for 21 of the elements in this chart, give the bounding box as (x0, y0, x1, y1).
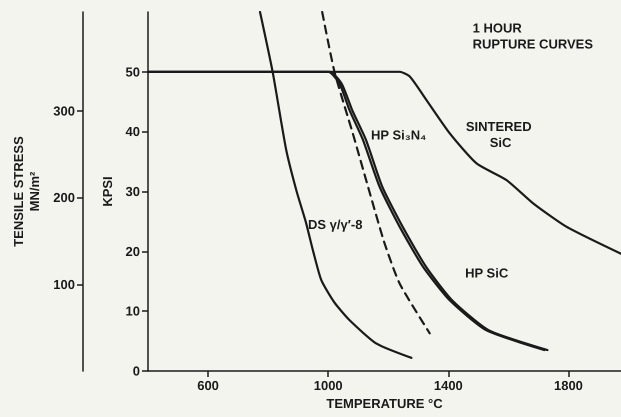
x-tick-label: 1000 (314, 378, 343, 393)
x-tick-label: 1400 (434, 378, 463, 393)
x-tick-label: 600 (197, 378, 219, 393)
y-tick-label: 0 (132, 364, 140, 378)
y-tick-label: 20 (126, 244, 140, 259)
series-label: SINTERED SiC (466, 118, 536, 150)
series-label: HP SiC (465, 265, 509, 280)
series-label: DS γ/γ′-8 (308, 217, 362, 232)
series-label: HP Si₃N₄ (371, 128, 426, 143)
y-tick-label: 40 (126, 124, 140, 140)
y2-tick-label: 200 (53, 190, 75, 206)
y2-tick-label: 300 (53, 103, 75, 118)
x-tick-label: 1800 (554, 378, 583, 393)
y-tick-label: 30 (126, 184, 140, 199)
y-tick-label: 50 (126, 64, 140, 80)
y2-tick-label: 100 (53, 276, 75, 292)
y2-axis-title: TENSILE STRESS MN/m² (10, 136, 42, 247)
x-axis-title: TEMPERATURE °C (326, 396, 444, 411)
y-axis-title: KPSI (100, 176, 115, 207)
y-tick-label: 10 (126, 304, 140, 319)
annotation: 1 HOUR RUPTURE CURVES (472, 20, 594, 52)
